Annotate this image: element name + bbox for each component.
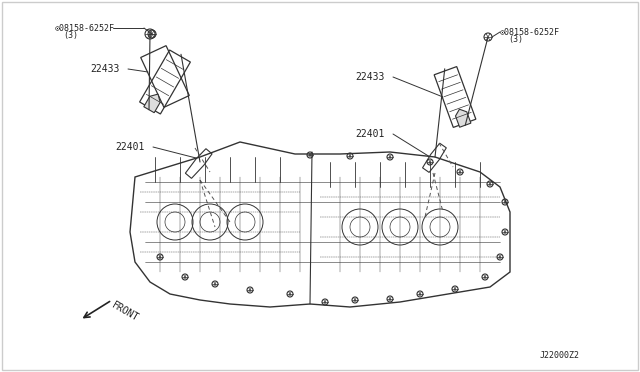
- Text: J22000Z2: J22000Z2: [540, 351, 580, 360]
- Text: 22433: 22433: [90, 64, 120, 74]
- Text: 22401: 22401: [115, 142, 145, 152]
- Text: 22433: 22433: [355, 72, 385, 82]
- Text: (3): (3): [63, 31, 78, 39]
- Text: 22401: 22401: [355, 129, 385, 139]
- Bar: [141, 46, 189, 108]
- Text: ⊙08158-6252F: ⊙08158-6252F: [500, 28, 560, 36]
- Text: FRONT: FRONT: [110, 300, 140, 324]
- Polygon shape: [144, 94, 160, 113]
- Text: (3): (3): [508, 35, 523, 44]
- Polygon shape: [456, 109, 471, 127]
- Text: ⊙08158-6252F: ⊙08158-6252F: [55, 23, 115, 32]
